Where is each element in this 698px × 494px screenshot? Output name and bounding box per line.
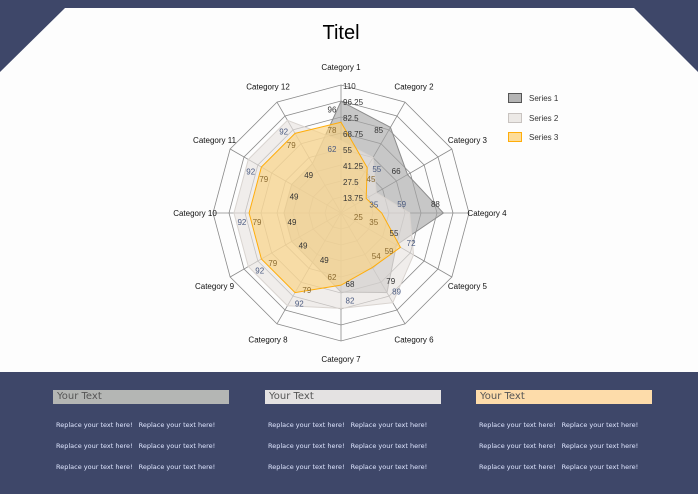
- legend-label: Series 2: [529, 113, 559, 123]
- data-label: 55: [372, 165, 381, 174]
- panel-text[interactable]: Replace your text here!: [561, 421, 639, 429]
- data-label: 89: [392, 287, 401, 296]
- legend-label: Series 3: [529, 132, 559, 142]
- data-label: 96: [328, 105, 337, 114]
- legend-swatch: [508, 132, 522, 142]
- category-label: Category 9: [195, 282, 235, 291]
- category-label: Category 7: [321, 355, 361, 364]
- category-label: Category 8: [248, 335, 288, 344]
- panel-text[interactable]: Replace your text here!: [561, 463, 639, 471]
- legend-series-1: Series 1: [508, 93, 558, 103]
- data-label: 79: [253, 218, 262, 227]
- data-label: 66: [392, 167, 401, 176]
- legend-series-3: Series 3: [508, 132, 558, 142]
- category-label: Category 5: [448, 282, 488, 291]
- data-label: 54: [372, 252, 381, 261]
- axis-tick-label: 27.5: [343, 178, 359, 187]
- panel-text[interactable]: Replace your text here!: [138, 463, 216, 471]
- axis-tick-label: 13.75: [343, 194, 364, 203]
- category-label: Category 1: [321, 63, 361, 72]
- data-label: 79: [386, 277, 395, 286]
- data-label: 59: [385, 247, 394, 256]
- panel-text[interactable]: Replace your text here!: [479, 463, 556, 471]
- data-label: 49: [299, 241, 308, 250]
- data-label: 49: [320, 256, 329, 265]
- data-label: 72: [407, 239, 416, 248]
- text-panel-2: Your Text Replace your text here! Replace…: [265, 390, 441, 471]
- panel-text[interactable]: Replace your text here!: [138, 421, 216, 429]
- panel-heading[interactable]: Your Text: [265, 390, 441, 404]
- data-label: 35: [369, 218, 378, 227]
- category-label: Category 6: [394, 335, 434, 344]
- data-label: 62: [328, 145, 337, 154]
- panel-text[interactable]: Replace your text here!: [350, 421, 428, 429]
- data-label: 88: [431, 200, 440, 209]
- data-label: 68: [346, 280, 355, 289]
- category-label: Category 3: [448, 136, 488, 145]
- panel-text[interactable]: Replace your text here!: [138, 442, 216, 450]
- panel-text[interactable]: Replace your text here!: [561, 442, 639, 450]
- panel-text[interactable]: Replace your text here!: [268, 463, 345, 471]
- data-label: 49: [304, 171, 313, 180]
- panel-text[interactable]: Replace your text here!: [56, 463, 133, 471]
- data-label: 92: [279, 128, 288, 137]
- panel-text[interactable]: Replace your text here!: [350, 463, 428, 471]
- panel-heading[interactable]: Your Text: [53, 390, 229, 404]
- text-panel-3: Your Text Replace your text here! Replace…: [476, 390, 652, 471]
- data-label: 49: [290, 192, 299, 201]
- chart-title: Titel: [322, 22, 360, 44]
- legend-label: Series 1: [529, 93, 559, 103]
- radar-chart: Category 1 Category 2 Category 3 Category 4…: [173, 63, 507, 364]
- panel-text[interactable]: Replace your text here!: [479, 421, 556, 429]
- data-label: 35: [369, 200, 378, 209]
- panel-text[interactable]: Replace your text here!: [56, 442, 133, 450]
- data-label: 62: [328, 273, 337, 282]
- data-label: 79: [268, 259, 277, 268]
- panel-text[interactable]: Replace your text here!: [268, 442, 345, 450]
- data-label: 45: [367, 175, 376, 184]
- series-area: [248, 121, 402, 294]
- panel-text[interactable]: Replace your text here!: [350, 442, 428, 450]
- category-label: Category 4: [467, 209, 507, 218]
- panel-text[interactable]: Replace your text here!: [479, 442, 556, 450]
- panel-text[interactable]: Replace your text here!: [56, 421, 133, 429]
- category-label: Category 2: [394, 83, 434, 92]
- category-label: Category 11: [193, 136, 237, 145]
- panel-heading[interactable]: Your Text: [476, 390, 652, 404]
- data-label: 79: [259, 175, 268, 184]
- axis-tick-label: 55: [343, 146, 352, 155]
- data-label: 92: [237, 218, 246, 227]
- axis-tick-label: 41.25: [343, 162, 364, 171]
- axis-tick-label: 82.5: [343, 114, 359, 123]
- legend-swatch: [508, 93, 522, 103]
- data-label: 92: [246, 167, 255, 176]
- data-label: 79: [287, 141, 296, 150]
- data-label: 92: [255, 266, 264, 275]
- category-label: Category 12: [246, 83, 290, 92]
- category-label: Category 10: [173, 209, 217, 218]
- data-label: 85: [374, 126, 383, 135]
- panel-text[interactable]: Replace your text here!: [268, 421, 345, 429]
- data-label: 55: [390, 229, 399, 238]
- data-label: 78: [328, 126, 337, 135]
- axis-tick-label: 110: [343, 82, 356, 91]
- data-label: 82: [346, 296, 355, 305]
- data-label: 79: [302, 286, 311, 295]
- legend-series-2: Series 2: [508, 113, 558, 123]
- axis-tick-label: 68.75: [343, 130, 364, 139]
- legend-swatch: [508, 113, 522, 123]
- text-panel-1: Your Text Replace your text here! Replace…: [53, 390, 229, 471]
- data-label: 25: [354, 213, 363, 222]
- data-label: 59: [397, 200, 406, 209]
- data-label: 49: [288, 218, 297, 227]
- data-label: 92: [295, 299, 304, 308]
- axis-tick-label: 96.25: [343, 98, 364, 107]
